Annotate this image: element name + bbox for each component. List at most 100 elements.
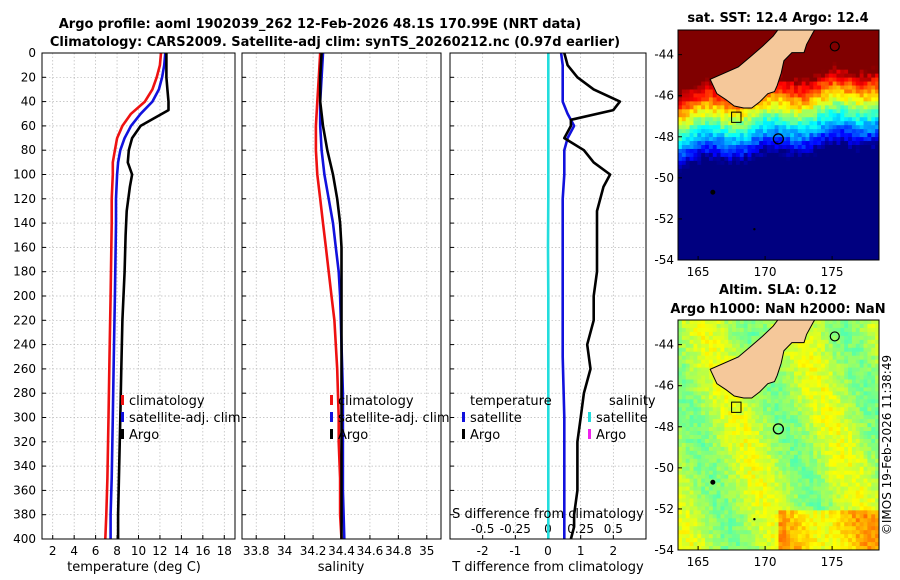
map-cell	[697, 419, 702, 424]
map-cell	[782, 176, 787, 182]
map-cell	[759, 530, 764, 535]
map-cell	[681, 89, 687, 95]
map-cell	[875, 49, 879, 55]
map-cell	[685, 240, 691, 245]
map-cell	[720, 431, 725, 436]
map-cell	[747, 49, 753, 55]
map-cell	[821, 212, 826, 217]
map-cell	[751, 518, 756, 523]
map-cell	[782, 546, 787, 550]
map-cell	[693, 196, 698, 202]
map-cell	[832, 121, 838, 126]
map-cell	[743, 534, 749, 539]
map-cell	[821, 248, 826, 253]
map-cell	[855, 129, 861, 134]
map-cell	[685, 248, 691, 253]
map-cell	[844, 228, 849, 233]
map-cell	[759, 498, 764, 504]
map-cell	[840, 228, 845, 233]
map-cell	[759, 30, 764, 35]
map-cell	[797, 176, 803, 182]
map-cell	[751, 204, 756, 210]
map-cell	[778, 438, 783, 444]
map-cell	[716, 423, 722, 428]
map-cell	[693, 184, 698, 190]
map-cell	[766, 33, 772, 39]
map-cell	[824, 160, 830, 166]
map-cell	[763, 526, 768, 531]
map-cell	[782, 65, 787, 71]
map-cell	[697, 343, 702, 349]
map-cell	[685, 323, 691, 329]
map-cell	[732, 343, 737, 349]
map-cell	[712, 208, 718, 214]
map-cell	[828, 192, 834, 198]
map-cell	[724, 498, 729, 504]
map-cell	[832, 57, 838, 63]
map-cell	[848, 77, 853, 83]
map-cell	[720, 423, 725, 428]
map-cell	[813, 45, 818, 51]
map-cell	[751, 192, 756, 198]
map-cell	[751, 534, 756, 539]
map-cell	[817, 129, 822, 134]
map-cell	[840, 73, 845, 79]
map-cell	[786, 252, 791, 257]
map-cell	[747, 133, 753, 138]
map-cell	[724, 37, 729, 43]
map-cell	[732, 347, 737, 353]
map-cell	[685, 490, 691, 496]
sla-map	[678, 320, 879, 550]
map-cell	[705, 510, 710, 515]
map-cell	[778, 423, 783, 428]
map-cell	[867, 224, 872, 229]
map-cell	[763, 538, 768, 543]
map-cell	[712, 438, 718, 444]
map-cell	[705, 33, 710, 39]
map-cell	[751, 133, 756, 138]
map-cell	[851, 160, 857, 166]
map-cell	[712, 256, 718, 260]
map-cell	[782, 351, 787, 357]
map-cell	[705, 101, 710, 106]
map-cell	[701, 534, 706, 539]
map-cell	[793, 77, 799, 83]
map-cell	[697, 192, 702, 198]
map-cell	[832, 109, 838, 114]
map-cell	[728, 466, 733, 472]
map-cell	[770, 399, 776, 404]
map-cell	[863, 240, 869, 245]
map-cell	[782, 160, 787, 166]
map-cell	[685, 156, 691, 162]
map-cell	[840, 240, 845, 245]
map-cell	[678, 137, 683, 142]
map-cell	[782, 137, 787, 142]
map-cell	[828, 212, 834, 217]
map-cell	[724, 391, 729, 396]
map-cell	[751, 438, 756, 444]
map-cell	[708, 383, 714, 389]
map-cell	[778, 546, 783, 550]
map-cell	[732, 129, 737, 134]
map-cell	[774, 411, 780, 416]
map-cell	[848, 65, 853, 71]
map-cell	[871, 164, 876, 170]
map-cell	[693, 81, 698, 87]
map-cell	[824, 200, 830, 206]
map-cell	[681, 403, 687, 408]
map-cell	[732, 415, 737, 420]
map-cell	[755, 482, 760, 488]
map-cell	[693, 168, 698, 174]
map-cell	[708, 105, 714, 110]
map-cell	[678, 105, 683, 110]
map-cell	[685, 363, 691, 369]
map-cell	[813, 30, 818, 35]
map-cell	[790, 77, 795, 83]
map-cell	[770, 180, 776, 186]
map-cell	[774, 113, 780, 118]
map-cell	[747, 526, 753, 531]
map-cell	[693, 411, 698, 416]
map-cell	[716, 478, 722, 484]
map-cell	[747, 331, 753, 337]
map-cell	[836, 224, 841, 229]
